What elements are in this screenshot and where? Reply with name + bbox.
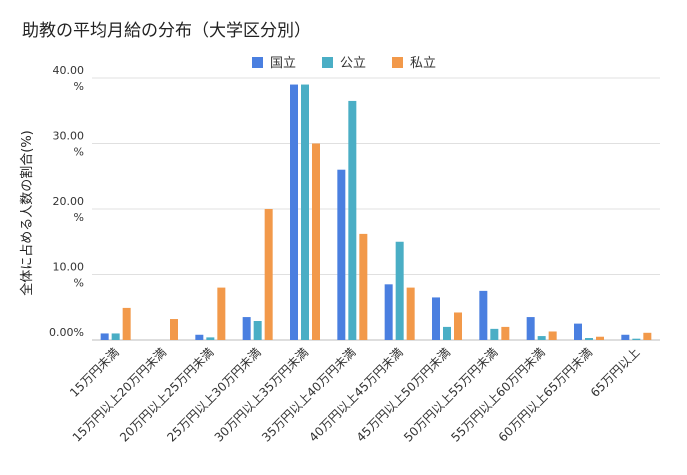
bar-公立-10 xyxy=(537,336,546,340)
bar-私立-12 xyxy=(643,332,652,340)
y-axis-ticks: 40.00% 30.00% 20.00% 10.00% 0.00% xyxy=(49,64,84,339)
bar-公立-1 xyxy=(111,333,120,340)
bar-国立-1 xyxy=(100,333,109,340)
y-tick-unit: % xyxy=(74,277,84,290)
legend-label-国立: 国立 xyxy=(270,56,296,71)
bar-国立-7 xyxy=(384,284,393,340)
y-tick-unit: % xyxy=(74,211,84,224)
bar-国立-8 xyxy=(432,297,440,340)
y-tick-unit: % xyxy=(74,80,84,93)
bar-私立-9 xyxy=(501,326,510,340)
x-tick-label: 60万円以上65万円未満 xyxy=(496,345,595,444)
y-axis-label: 全体に占める人数の割合(%) xyxy=(19,130,35,296)
x-tick-label: 40万円以上45万円未満 xyxy=(306,345,405,444)
bar-私立-4 xyxy=(264,209,273,340)
chart-title: 助教の平均月給の分布（大学区分別） xyxy=(22,21,311,41)
gridlines xyxy=(92,77,660,341)
bar-国立-12 xyxy=(621,334,630,340)
legend: 国立 公立 私立 xyxy=(252,56,436,71)
bar-私立-7 xyxy=(406,287,415,340)
legend-label-私立: 私立 xyxy=(410,56,436,71)
bar-公立-11 xyxy=(585,338,593,340)
bar-公立-5 xyxy=(301,84,309,340)
bar-私立-5 xyxy=(312,143,320,340)
x-tick-label: 20万円以上25万円未満 xyxy=(117,345,216,444)
x-tick-label: 35万円以上40万円未満 xyxy=(259,345,358,444)
x-tick-label: 15万円以上20万円未満 xyxy=(70,345,169,444)
bar-国立-4 xyxy=(242,317,251,340)
legend-swatch-国立 xyxy=(252,57,263,68)
x-tick-label: 55万円以上60万円未満 xyxy=(448,345,547,444)
x-tick-label: 65万円以上 xyxy=(588,345,643,400)
bars xyxy=(100,84,652,340)
bar-公立-6 xyxy=(348,100,357,340)
bar-公立-8 xyxy=(443,326,451,340)
y-tick-label: 30.00 xyxy=(53,130,85,143)
x-tick-label: 45万円以上50万円未満 xyxy=(354,345,453,444)
y-tick-label: 20.00 xyxy=(53,195,85,208)
bar-公立-9 xyxy=(490,328,499,340)
y-tick-label: 0.00% xyxy=(49,326,84,339)
bar-国立-6 xyxy=(337,169,346,340)
bar-国立-5 xyxy=(290,84,298,340)
bar-国立-9 xyxy=(479,290,488,340)
x-axis-labels: 15万円未満15万円以上20万円未満20万円以上25万円未満25万円以上30万円… xyxy=(67,345,642,444)
x-tick-label: 30万円以上35万円未満 xyxy=(212,345,311,444)
y-tick-unit: % xyxy=(74,146,84,159)
bar-公立-12 xyxy=(632,338,641,340)
bar-私立-8 xyxy=(454,312,462,340)
bar-公立-4 xyxy=(253,321,262,340)
bar-国立-10 xyxy=(526,317,535,340)
x-tick-label: 25万円以上30万円未満 xyxy=(164,345,263,444)
legend-swatch-私立 xyxy=(392,57,403,68)
bar-公立-7 xyxy=(395,241,404,340)
bar-私立-11 xyxy=(596,336,604,340)
y-tick-label: 40.00 xyxy=(53,64,85,77)
bar-私立-10 xyxy=(548,331,557,340)
legend-label-公立: 公立 xyxy=(340,56,366,71)
bar-私立-1 xyxy=(122,307,131,340)
bar-私立-6 xyxy=(359,233,368,340)
x-tick-label: 50万円以上55万円未満 xyxy=(401,345,500,444)
bar-私立-2 xyxy=(170,319,178,340)
y-tick-label: 10.00 xyxy=(53,261,85,274)
bar-私立-3 xyxy=(217,287,226,340)
bar-公立-3 xyxy=(206,337,215,340)
bar-国立-3 xyxy=(195,334,204,340)
bar-国立-11 xyxy=(574,323,582,340)
legend-swatch-公立 xyxy=(322,57,333,68)
